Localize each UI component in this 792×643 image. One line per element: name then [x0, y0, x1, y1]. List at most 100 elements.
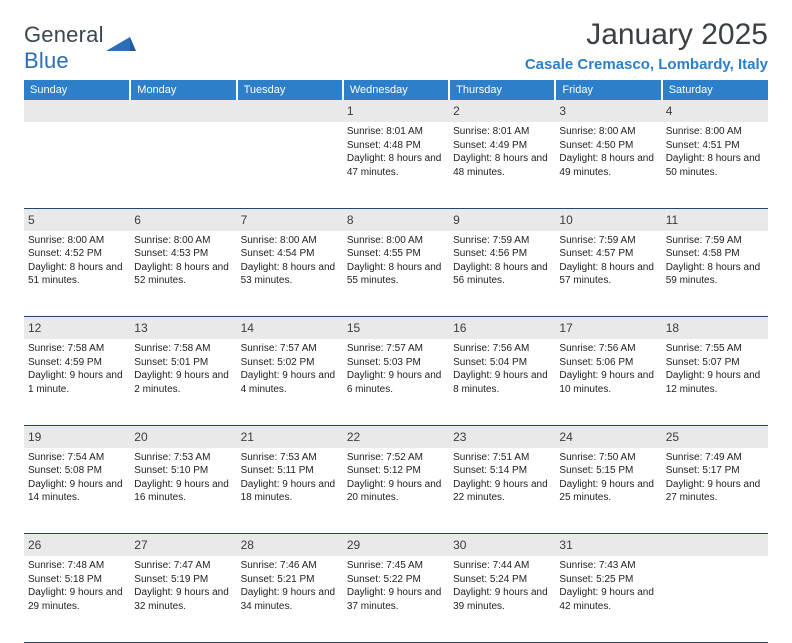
daynum-cell: 11: [662, 208, 768, 231]
location: Casale Cremasco, Lombardy, Italy: [525, 56, 768, 73]
day-number: 31: [559, 538, 572, 552]
day-number: 27: [134, 538, 147, 552]
day-cell: Sunrise: 7:44 AMSunset: 5:24 PMDaylight:…: [449, 556, 555, 642]
day-cell: [130, 122, 236, 208]
content-row: Sunrise: 8:01 AMSunset: 4:48 PMDaylight:…: [24, 122, 768, 208]
daynum-row: 12 34: [24, 100, 768, 122]
day-cell-text: Sunrise: 7:52 AMSunset: 5:12 PMDaylight:…: [347, 451, 445, 505]
day-cell: Sunrise: 8:00 AMSunset: 4:52 PMDaylight:…: [24, 231, 130, 317]
daynum-cell: 31: [555, 534, 661, 557]
daynum-cell: 18: [662, 317, 768, 340]
daynum-cell: [237, 100, 343, 122]
day-number: 15: [347, 321, 360, 335]
daynum-cell: 22: [343, 425, 449, 448]
daynum-cell: 6: [130, 208, 236, 231]
day-cell-text: Sunrise: 7:59 AMSunset: 4:58 PMDaylight:…: [666, 234, 764, 288]
daynum-row: 19 20 21 22 23 24 25: [24, 425, 768, 448]
daynum-row: 567891011: [24, 208, 768, 231]
calendar-body: 1234Sunrise: 8:01 AMSunset: 4:48 PMDayli…: [24, 100, 768, 642]
day-number: 30: [453, 538, 466, 552]
daynum-cell: 20: [130, 425, 236, 448]
day-cell: Sunrise: 7:59 AMSunset: 4:58 PMDaylight:…: [662, 231, 768, 317]
day-cell: [662, 556, 768, 642]
daynum-cell: 29: [343, 534, 449, 557]
day-cell-text: Sunrise: 7:43 AMSunset: 5:25 PMDaylight:…: [559, 559, 657, 613]
day-header: Friday: [555, 80, 661, 100]
daynum-cell: 5: [24, 208, 130, 231]
daynum-cell: 1: [343, 100, 449, 122]
day-cell-text: Sunrise: 8:00 AMSunset: 4:53 PMDaylight:…: [134, 234, 232, 288]
day-cell-text: Sunrise: 7:57 AMSunset: 5:02 PMDaylight:…: [241, 342, 339, 396]
daynum-cell: 13: [130, 317, 236, 340]
day-cell: Sunrise: 7:54 AMSunset: 5:08 PMDaylight:…: [24, 448, 130, 534]
content-row: Sunrise: 7:58 AMSunset: 4:59 PMDaylight:…: [24, 339, 768, 425]
logo: General Blue: [24, 22, 136, 74]
day-header: Saturday: [662, 80, 768, 100]
day-number: 24: [559, 430, 572, 444]
daynum-cell: 4: [662, 100, 768, 122]
daynum-cell: [24, 100, 130, 122]
day-cell: Sunrise: 8:01 AMSunset: 4:49 PMDaylight:…: [449, 122, 555, 208]
day-number: 20: [134, 430, 147, 444]
daynum-cell: 23: [449, 425, 555, 448]
content-row: Sunrise: 8:00 AMSunset: 4:52 PMDaylight:…: [24, 231, 768, 317]
day-cell: Sunrise: 7:46 AMSunset: 5:21 PMDaylight:…: [237, 556, 343, 642]
daynum-cell: 28: [237, 534, 343, 557]
day-cell-text: Sunrise: 7:59 AMSunset: 4:57 PMDaylight:…: [559, 234, 657, 288]
day-cell-text: Sunrise: 7:44 AMSunset: 5:24 PMDaylight:…: [453, 559, 551, 613]
day-cell-text: Sunrise: 7:53 AMSunset: 5:11 PMDaylight:…: [241, 451, 339, 505]
day-cell-text: Sunrise: 7:54 AMSunset: 5:08 PMDaylight:…: [28, 451, 126, 505]
day-number: 18: [666, 321, 679, 335]
day-cell: Sunrise: 7:51 AMSunset: 5:14 PMDaylight:…: [449, 448, 555, 534]
day-cell: Sunrise: 8:00 AMSunset: 4:51 PMDaylight:…: [662, 122, 768, 208]
daynum-cell: [662, 534, 768, 557]
day-cell: Sunrise: 8:00 AMSunset: 4:50 PMDaylight:…: [555, 122, 661, 208]
day-number: 9: [453, 213, 460, 227]
day-cell: Sunrise: 7:53 AMSunset: 5:10 PMDaylight:…: [130, 448, 236, 534]
day-cell: Sunrise: 7:47 AMSunset: 5:19 PMDaylight:…: [130, 556, 236, 642]
day-cell-text: Sunrise: 7:57 AMSunset: 5:03 PMDaylight:…: [347, 342, 445, 396]
day-header: Wednesday: [343, 80, 449, 100]
day-cell: Sunrise: 8:00 AMSunset: 4:53 PMDaylight:…: [130, 231, 236, 317]
daynum-cell: 16: [449, 317, 555, 340]
day-cell: Sunrise: 7:45 AMSunset: 5:22 PMDaylight:…: [343, 556, 449, 642]
daynum-cell: 3: [555, 100, 661, 122]
day-cell-text: Sunrise: 7:49 AMSunset: 5:17 PMDaylight:…: [666, 451, 764, 505]
day-header: Sunday: [24, 80, 130, 100]
day-number: 16: [453, 321, 466, 335]
day-number: 19: [28, 430, 41, 444]
day-number: 6: [134, 213, 141, 227]
daynum-cell: 26: [24, 534, 130, 557]
day-cell-text: Sunrise: 7:56 AMSunset: 5:06 PMDaylight:…: [559, 342, 657, 396]
daynum-cell: 30: [449, 534, 555, 557]
logo-text: General Blue: [24, 22, 104, 74]
day-cell-text: Sunrise: 7:58 AMSunset: 5:01 PMDaylight:…: [134, 342, 232, 396]
day-number: 25: [666, 430, 679, 444]
daynum-cell: 9: [449, 208, 555, 231]
header: General Blue January 2025 Casale Cremasc…: [24, 18, 768, 74]
day-number: 12: [28, 321, 41, 335]
daynum-cell: 27: [130, 534, 236, 557]
day-cell-text: Sunrise: 7:58 AMSunset: 4:59 PMDaylight:…: [28, 342, 126, 396]
day-cell: [24, 122, 130, 208]
day-number: 17: [559, 321, 572, 335]
day-number: 4: [666, 104, 673, 118]
day-cell-text: Sunrise: 8:00 AMSunset: 4:50 PMDaylight:…: [559, 125, 657, 179]
day-number: 22: [347, 430, 360, 444]
daynum-cell: 25: [662, 425, 768, 448]
month-title: January 2025: [525, 18, 768, 52]
day-cell: Sunrise: 7:49 AMSunset: 5:17 PMDaylight:…: [662, 448, 768, 534]
day-number: 29: [347, 538, 360, 552]
day-number: 14: [241, 321, 254, 335]
daynum-cell: 7: [237, 208, 343, 231]
day-cell: Sunrise: 7:57 AMSunset: 5:03 PMDaylight:…: [343, 339, 449, 425]
day-number: 21: [241, 430, 254, 444]
day-cell-text: Sunrise: 7:53 AMSunset: 5:10 PMDaylight:…: [134, 451, 232, 505]
day-cell: Sunrise: 7:58 AMSunset: 5:01 PMDaylight:…: [130, 339, 236, 425]
day-cell: Sunrise: 7:52 AMSunset: 5:12 PMDaylight:…: [343, 448, 449, 534]
day-cell: Sunrise: 7:48 AMSunset: 5:18 PMDaylight:…: [24, 556, 130, 642]
day-number: 26: [28, 538, 41, 552]
day-number: 2: [453, 104, 460, 118]
daynum-cell: 10: [555, 208, 661, 231]
daynum-row: 26 27 28 29 30 31: [24, 534, 768, 557]
